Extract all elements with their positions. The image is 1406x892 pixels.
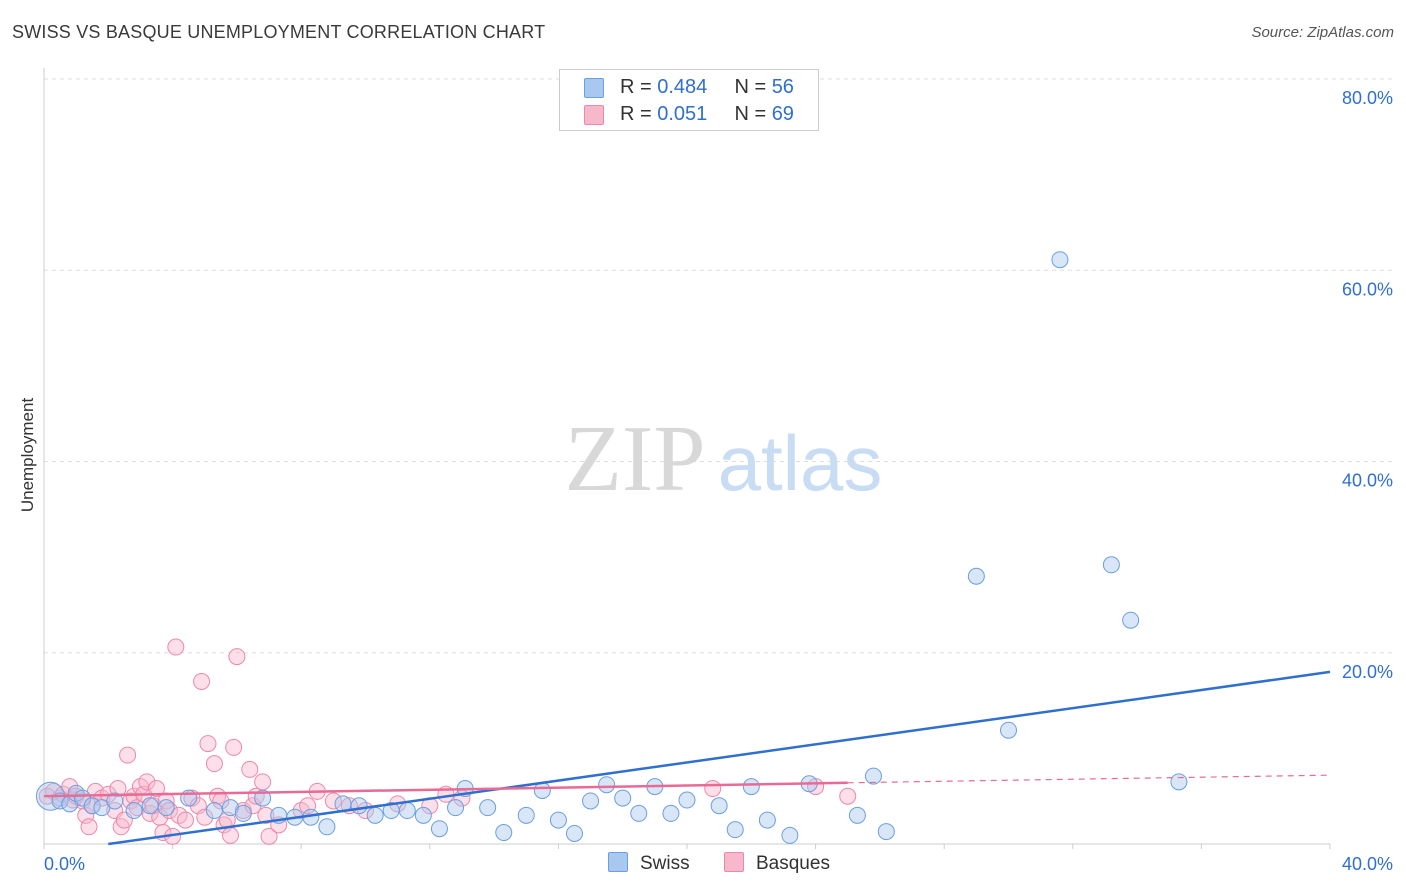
trend-lines <box>43 670 1331 846</box>
x-tick-label-min: 0.0% <box>44 854 85 874</box>
swiss-point <box>565 824 583 842</box>
swiss-point <box>366 806 384 824</box>
basque-point <box>138 773 156 791</box>
x-tick-label-max: 40.0% <box>1342 854 1393 874</box>
basque-point <box>221 826 239 844</box>
basque-point <box>225 738 243 756</box>
swiss-point <box>1051 251 1069 269</box>
chart-title: SWISS VS BASQUE UNEMPLOYMENT CORRELATION… <box>12 22 546 42</box>
y-tick-label: 80.0% <box>1342 88 1393 108</box>
swiss-point <box>781 826 799 844</box>
swiss-point <box>125 802 143 820</box>
swiss-point <box>630 804 648 822</box>
swiss-point <box>234 804 252 822</box>
swiss-point <box>582 792 600 810</box>
basque-trend-extension <box>847 774 1331 784</box>
basque-point <box>205 755 223 773</box>
basque-point <box>260 827 278 845</box>
swiss-point <box>318 818 336 836</box>
swiss-stats: R = 0.484 N = 56 <box>620 76 794 99</box>
basque-point <box>193 672 211 690</box>
swiss-point <box>141 797 159 815</box>
basque-r-value: 0.051 <box>657 103 708 125</box>
basque-point <box>241 760 259 778</box>
y-tick-label: 20.0% <box>1342 662 1393 682</box>
swiss-point <box>106 792 124 810</box>
swiss-point <box>495 824 513 842</box>
basque-point <box>324 792 342 810</box>
basque-point <box>228 648 246 666</box>
watermark-atlas: atlas <box>718 419 883 507</box>
basque-point <box>196 808 214 826</box>
basque-n-label: N = <box>734 103 772 125</box>
swiss-point <box>758 811 776 829</box>
swiss-point <box>398 802 416 820</box>
swiss-point <box>742 778 760 796</box>
swiss-point <box>549 811 567 829</box>
swiss-point <box>447 799 465 817</box>
swiss-point <box>1102 556 1120 574</box>
swiss-point <box>1170 773 1188 791</box>
swiss-point <box>710 797 728 815</box>
basque-point <box>254 773 272 791</box>
basque-stats: R = 0.051 N = 69 <box>620 103 794 126</box>
swiss-points <box>35 251 1188 844</box>
legend-swiss-swatch <box>608 852 628 872</box>
swiss-point <box>430 820 448 838</box>
stats-legend: R = 0.484 N = 56 R = 0.051 N = 69 <box>559 69 819 131</box>
swiss-point <box>967 567 985 585</box>
basque-point <box>167 638 185 656</box>
swiss-r-value: 0.484 <box>657 76 708 98</box>
basque-point <box>176 811 194 829</box>
swiss-point <box>848 806 866 824</box>
basque-point <box>257 806 275 824</box>
swiss-point <box>598 776 616 794</box>
swiss-point <box>205 802 223 820</box>
swiss-point <box>350 797 368 815</box>
swiss-point <box>157 799 175 817</box>
source-credit: Source: ZipAtlas.com <box>1251 24 1394 41</box>
basque-n-value: 69 <box>771 103 794 125</box>
watermark-zip: ZIP <box>565 407 706 511</box>
legend-basques-label: Basques <box>756 853 830 874</box>
y-tick-label: 60.0% <box>1342 279 1393 299</box>
swiss-point <box>877 823 895 841</box>
swiss-n-label: N = <box>734 76 772 98</box>
swiss-point <box>662 804 680 822</box>
swiss-r-label: R = <box>620 76 658 98</box>
legend-item-basques: Basques <box>724 852 830 875</box>
y-tick-label: 40.0% <box>1342 471 1393 491</box>
swiss-point <box>678 791 696 809</box>
zipatlas-watermark: ZIP atlas <box>565 407 883 511</box>
swiss-n-value: 56 <box>771 76 794 98</box>
swiss-point <box>517 806 535 824</box>
swiss-point <box>864 767 882 785</box>
basque-point <box>148 780 166 798</box>
legend-basques-swatch <box>724 852 744 872</box>
swiss-point <box>726 821 744 839</box>
basque-r-label: R = <box>620 103 658 125</box>
legend-item-swiss: Swiss <box>608 852 690 875</box>
swiss-swatch <box>584 78 604 98</box>
legend-swiss-label: Swiss <box>640 853 690 874</box>
basque-point <box>160 802 178 820</box>
basque-point <box>704 780 722 798</box>
tick-labels: 20.0% 40.0% 60.0% 80.0% 0.0% 40.0% <box>44 88 1393 874</box>
swiss-point <box>254 789 272 807</box>
swiss-trend-line <box>108 670 1331 846</box>
axes <box>43 68 1331 849</box>
basque-trend-line <box>43 781 848 798</box>
gridlines <box>44 78 1392 654</box>
swiss-point <box>1122 611 1140 629</box>
basque-point <box>199 735 217 753</box>
swiss-point <box>414 806 432 824</box>
swiss-point <box>614 789 632 807</box>
basque-swatch <box>584 105 604 125</box>
basque-point <box>119 746 137 764</box>
basque-point <box>80 818 98 836</box>
swiss-point <box>479 799 497 817</box>
swiss-point <box>1000 721 1017 739</box>
basque-point <box>839 787 857 805</box>
